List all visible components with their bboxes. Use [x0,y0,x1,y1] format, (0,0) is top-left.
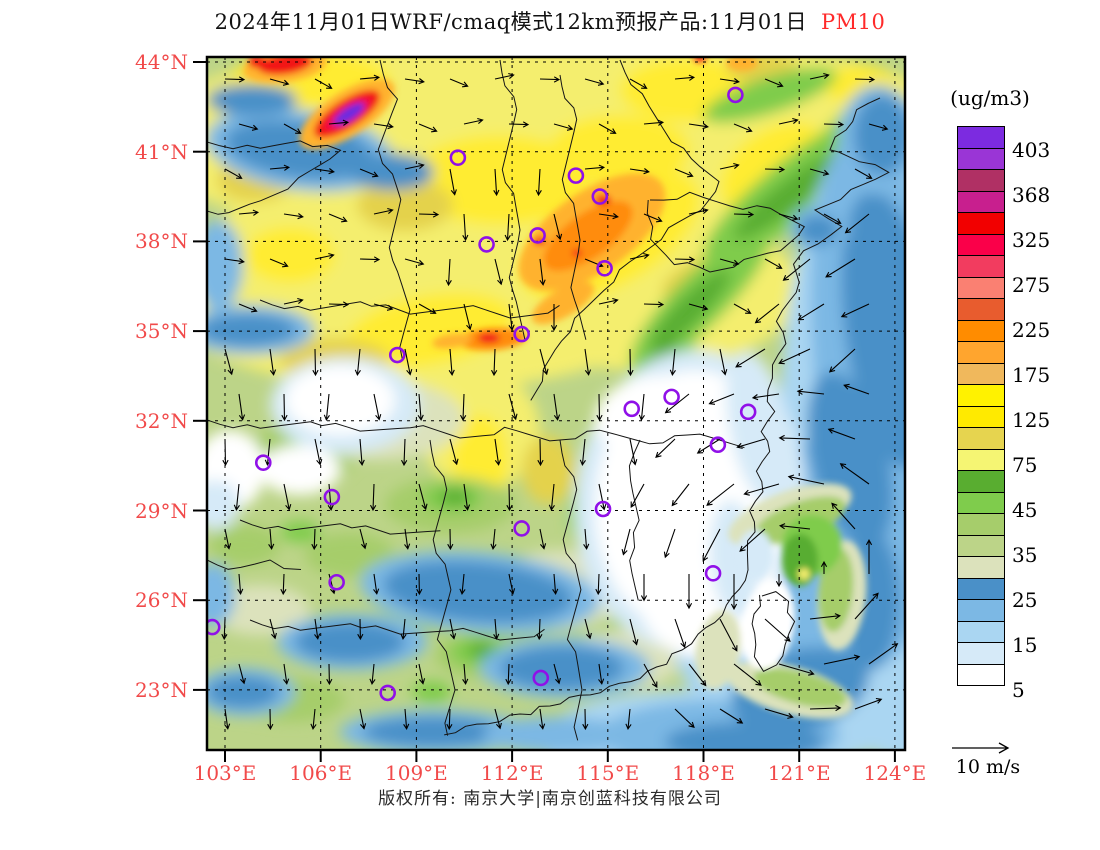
lat-tick-label: 38°N [135,229,188,254]
colorbar [957,126,1005,686]
lon-tick-label: 106°E [289,761,353,785]
colorbar-cell [957,126,1005,149]
city-markers [207,86,757,702]
colorbar-cell [957,147,1005,170]
city-marker [704,564,722,582]
axis-ticks [193,61,896,762]
lat-tick-label: 44°N [135,50,188,74]
wind-vectors [221,72,899,731]
lat-tick-label: 41°N [135,139,188,164]
colorbar-cell [957,599,1005,622]
lon-tick-label: 115°E [576,761,640,785]
lon-tick-label: 124°E [863,761,927,785]
colorbar-cell [957,577,1005,600]
city-marker [328,573,345,591]
city-marker [532,669,550,687]
map-frame [205,55,907,752]
city-marker [478,236,495,253]
city-marker [567,167,585,184]
lat-tick-label: 26°N [135,588,188,613]
lon-tick-label: 112°E [480,761,544,785]
colorbar-cell [957,491,1005,514]
wind-reference-label: 10 m/s [955,756,1021,778]
city-marker [449,149,467,166]
colorbar-cell [957,319,1005,342]
lat-tick-label: 35°N [135,319,188,344]
city-marker [727,86,744,104]
colorbar-tick-label: 5 [1012,677,1025,702]
colorbar-tick-label: 403 [1012,137,1051,162]
title-pollutant: PM10 [821,10,886,34]
colorbar-cell [957,276,1005,299]
lat-tick-label: 32°N [135,408,188,433]
city-marker [594,500,612,518]
city-marker [623,400,641,418]
lon-tick-label: 121°E [767,761,831,785]
colorbar-cell [957,384,1005,407]
colorbar-cell [957,255,1005,278]
colorbar-cell [957,169,1005,192]
colorbar-cell [957,405,1005,428]
colorbar-cell [957,427,1005,450]
city-marker [513,325,530,343]
colorbar-cell [957,663,1005,686]
colorbar-tick-label: 175 [1012,362,1051,387]
lat-tick-label: 29°N [135,498,188,523]
colorbar-cell [957,341,1005,364]
wind-reference-arrow [952,742,1010,754]
lon-tick-label: 118°E [672,761,735,785]
city-marker [709,436,727,454]
province-boundaries [207,59,890,741]
colorbar-tick-label: 275 [1012,272,1051,297]
page-title: 2024年11月01日WRF/cmaq模式12km预报产品:11月01日 PM10 [0,6,1100,36]
colorbar-cell [957,620,1005,643]
colorbar-cell [957,470,1005,493]
city-marker [529,227,546,244]
colorbar-cell [957,212,1005,235]
city-marker [596,260,613,277]
city-marker [323,488,341,506]
colorbar-cell [957,190,1005,213]
lon-tick-label: 109°E [385,761,448,785]
copyright-text: 版权所有: 南京大学|南京创蓝科技有限公司 [378,789,722,809]
colorbar-cell [957,448,1005,471]
city-marker [388,346,406,364]
lon-tick-label: 103°E [193,761,257,785]
city-marker [513,520,530,537]
colorbar-cell [957,513,1005,536]
colorbar-unit-label: (ug/m3) [950,86,1030,110]
colorbar-tick-label: 225 [1012,317,1051,342]
city-marker [739,403,757,421]
lat-tick-label: 23°N [135,677,188,702]
city-marker [207,618,221,636]
colorbar-tick-label: 125 [1012,407,1051,432]
colorbar-cell [957,362,1005,385]
colorbar-cell [957,298,1005,321]
colorbar-tick-label: 25 [1012,587,1038,612]
colorbar-tick-label: 368 [1012,182,1051,207]
map-fill-layers [207,57,905,750]
colorbar-tick-label: 75 [1012,452,1038,477]
colorbar-tick-label: 35 [1012,542,1038,567]
city-marker [254,454,272,471]
city-marker [663,388,680,406]
colorbar-cell [957,233,1005,256]
colorbar-tick-label: 325 [1012,227,1051,252]
colorbar-tick-label: 45 [1012,497,1038,522]
colorbar-cell [957,534,1005,557]
city-marker [591,188,609,205]
graticule [207,57,905,750]
colorbar-cell [957,642,1005,665]
colorbar-cell [957,556,1005,579]
title-text: 2024年11月01日WRF/cmaq模式12km预报产品:11月01日 [214,10,808,34]
city-marker [379,684,396,702]
colorbar-tick-label: 15 [1012,632,1038,657]
